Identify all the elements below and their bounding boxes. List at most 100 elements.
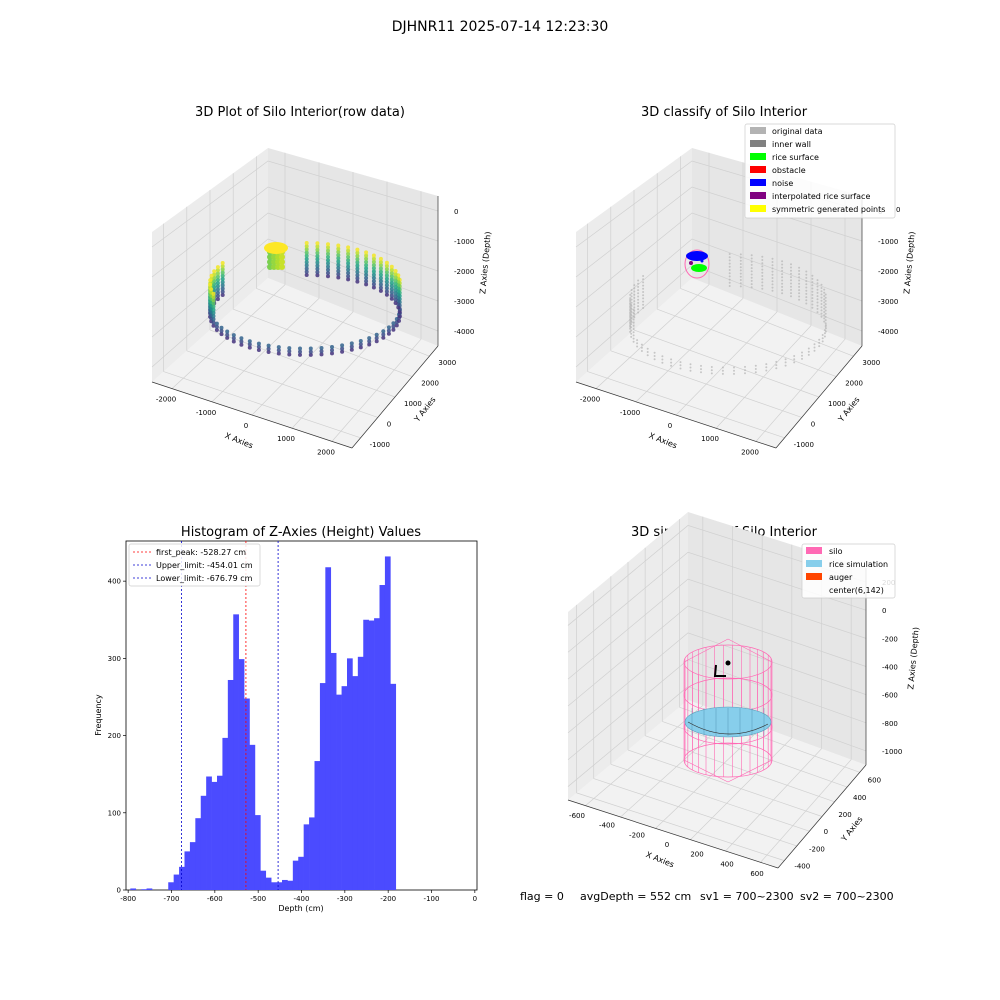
y-tick-label: 1000 [404,400,422,408]
point-cloud-dot [700,371,702,374]
point-cloud-dot [355,276,360,281]
point-cloud-dot [393,301,398,305]
point-cloud-dot [632,334,635,337]
point-cloud-dot [761,265,764,268]
point-cloud-dot [824,327,827,330]
point-cloud-dot [220,264,225,269]
point-cloud-dot [798,289,801,292]
y-tick-label: 0 [811,420,815,428]
point-cloud-dot [790,269,792,272]
point-cloud-dot [378,288,383,293]
point-cloud-dot [636,339,639,342]
point-cloud-dot [637,301,640,304]
point-cloud-dot [630,303,633,306]
point-cloud-dot [340,349,345,354]
point-cloud-dot [823,335,826,338]
point-cloud-dot [208,282,213,287]
z-tick-label: -1000 [878,238,898,246]
point-cloud-dot [823,329,826,332]
point-cloud-dot [824,315,827,318]
point-cloud-dot [266,350,271,354]
point-cloud-dot [781,260,784,263]
x-tick-label: -200 [380,895,396,903]
point-cloud-dot [739,259,742,262]
point-cloud-dot [381,332,386,337]
point-cloud-dot [807,353,810,356]
point-cloud-dot [771,264,774,267]
point-cloud-dot [304,257,309,261]
point-cloud-dot [211,294,216,299]
point-cloud-dot [630,289,633,291]
point-cloud-dot [824,322,827,325]
point-cloud-dot [220,289,225,294]
cluster-dot [279,264,285,270]
point-cloud-dot [211,304,216,309]
point-cloud-dot [754,368,757,370]
point-cloud-dot [820,299,823,302]
point-cloud-dot [315,244,320,249]
point-cloud-dot [781,285,784,288]
point-cloud-dot [315,257,320,262]
grid-line [585,705,704,806]
point-cloud-dot [340,343,345,348]
point-cloud-dot [811,300,814,303]
point-cloud-dot [739,279,742,281]
point-cloud-dot [824,330,827,333]
y-axis-line [777,764,867,869]
point-cloud-dot [820,306,823,309]
point-cloud-dot [679,367,682,370]
point-cloud-dot [355,270,360,274]
footer-sv1: sv1 = 700~2300 [700,890,794,903]
grid-line [645,735,835,803]
x-tick-label: -400 [294,895,310,903]
histogram-bar [227,679,234,890]
x-tick-label: 200 [690,851,703,859]
point-cloud-dot [816,282,819,285]
point-cloud-dot [330,351,334,356]
point-cloud-dot [632,340,635,343]
footer-flag: flag = 0 [520,890,564,903]
point-cloud-dot [220,270,225,275]
point-cloud-dot [308,346,313,351]
point-cloud-dot [389,264,394,269]
point-cloud-dot [215,287,220,292]
point-cloud-dot [384,270,389,275]
point-cloud-dot [215,284,220,289]
histogram-bar [276,882,283,890]
point-cloud-dot [349,347,354,352]
point-cloud-dot [384,267,389,272]
point-cloud-dot [633,296,636,299]
x-axis-line [575,381,777,449]
histogram-bar [325,567,332,890]
footer-avg-depth: avgDepth = 552 cm [580,890,691,903]
point-cloud-dot [824,303,827,306]
point-cloud-dot [728,265,731,268]
point-cloud-dot [632,321,635,324]
histogram-bar [233,614,239,890]
point-cloud-dot [371,275,376,280]
point-cloud-dot [689,363,692,366]
y-tick-label: 0 [117,887,121,895]
point-cloud-dot [739,269,742,272]
point-cloud-dot [346,245,351,250]
point-cloud-dot [346,274,351,279]
point-cloud-dot [386,328,391,333]
point-cloud-dot [304,263,309,268]
point-cloud-dot [374,339,379,344]
point-cloud-dot [378,282,383,287]
point-cloud-dot [336,269,341,274]
point-cloud-dot [346,261,351,266]
legend-label: rice simulation [829,560,888,569]
point-cloud-dot [633,293,636,296]
point-cloud-dot [389,267,394,272]
histogram-bar [189,842,196,890]
center-marker [725,660,731,666]
legend: first_peak: -528.27 cm Upper_limit: -454.… [128,543,261,587]
point-cloud-dot [304,247,309,252]
point-cloud-dot [771,270,774,273]
point-cloud-dot [220,286,225,291]
point-cloud-dot [349,344,354,349]
point-cloud-dot [689,366,692,369]
point-cloud-dot [384,279,389,284]
point-cloud-dot [784,364,787,367]
